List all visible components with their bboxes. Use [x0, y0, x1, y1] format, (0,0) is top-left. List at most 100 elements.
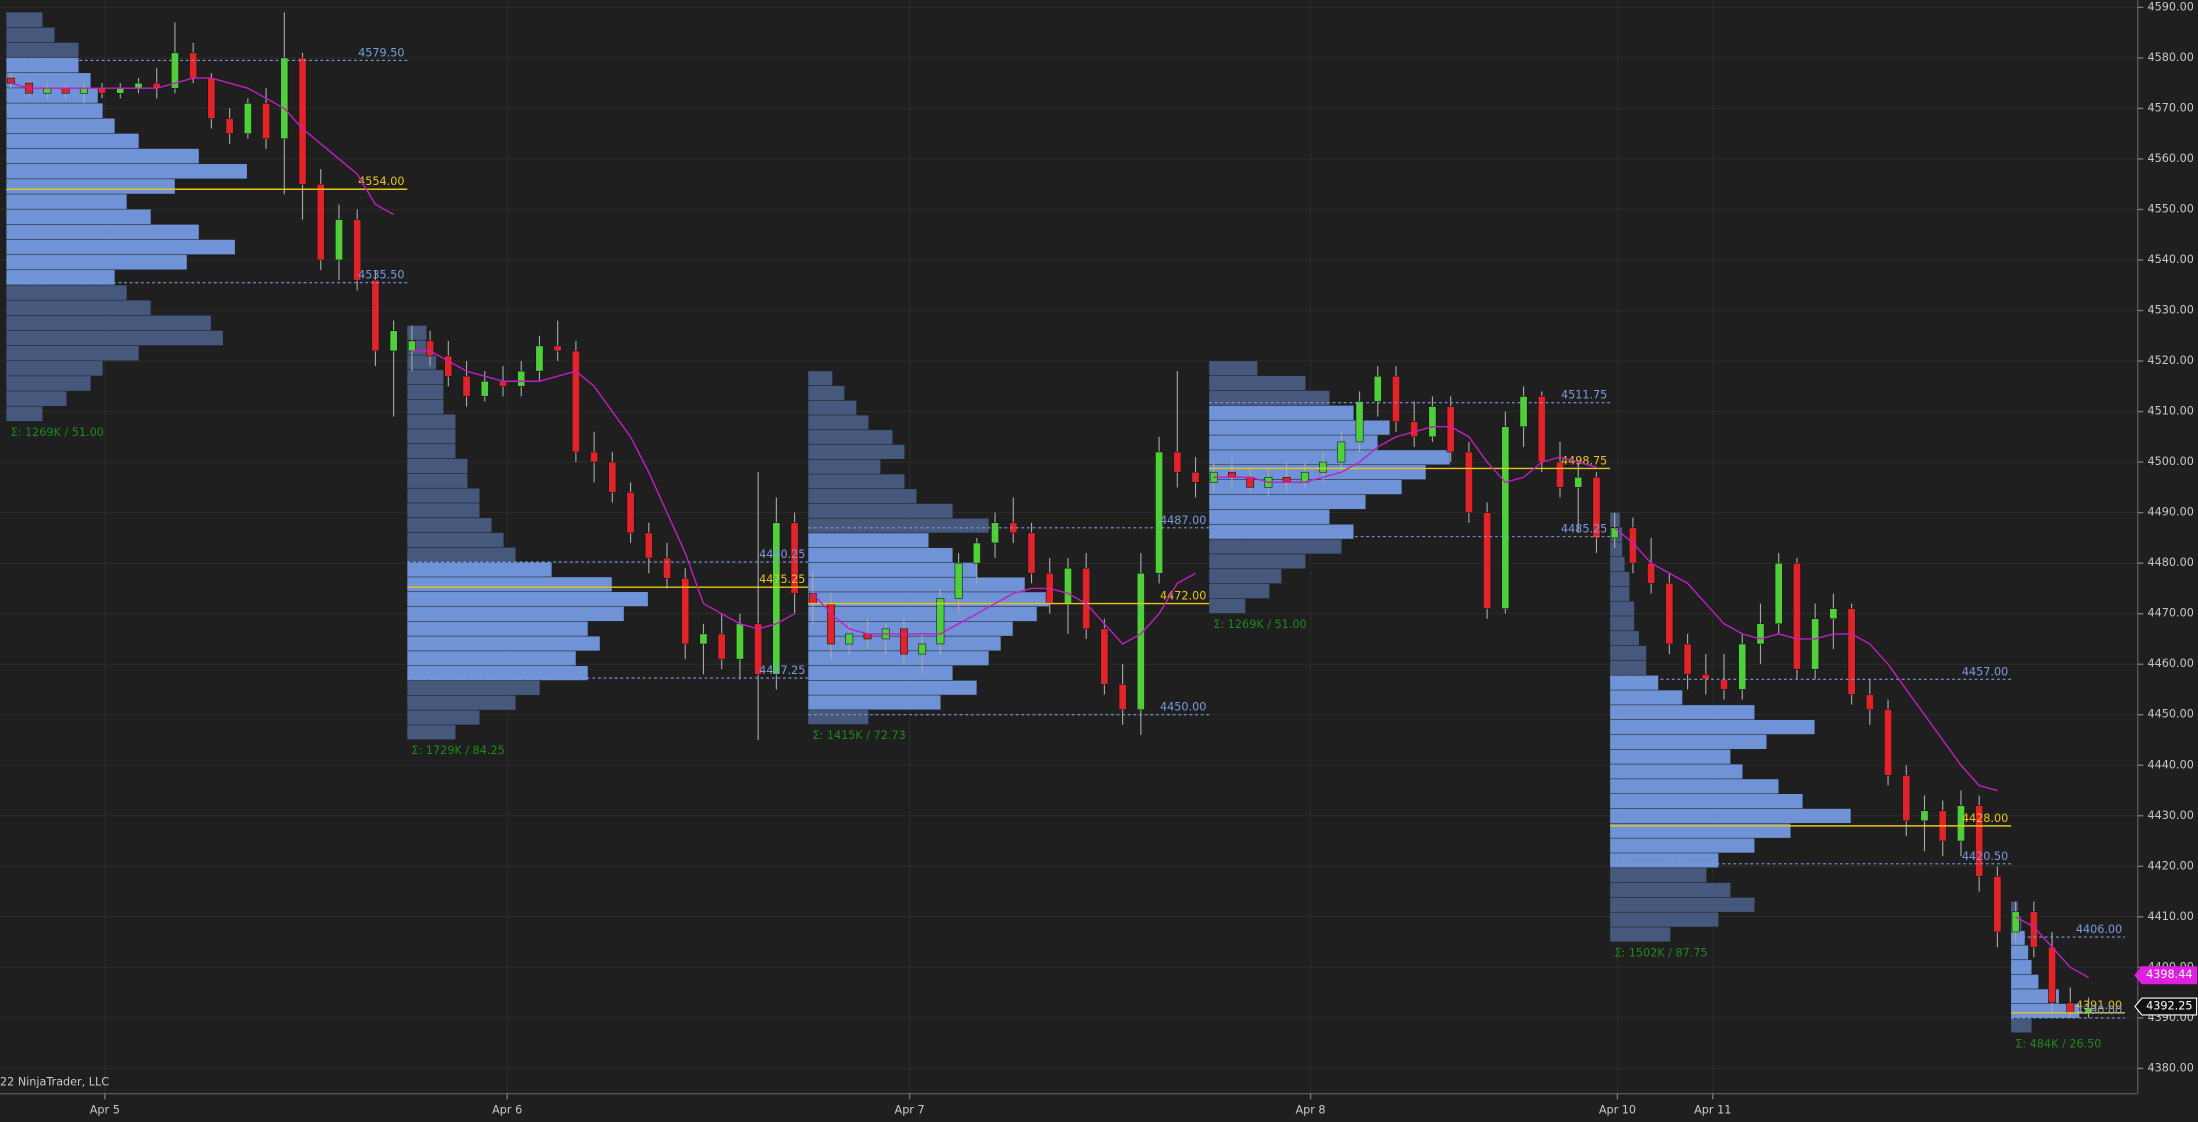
candle-body — [207, 77, 216, 119]
candle-body — [1136, 572, 1145, 710]
candle-body — [626, 492, 635, 534]
candle-body — [2048, 946, 2056, 1004]
candle-body — [1665, 583, 1674, 645]
profile-bar — [808, 503, 953, 518]
profile-bar — [6, 209, 151, 225]
candle-body — [1446, 406, 1455, 453]
profile-summary: Σ: 1729K / 84.25 — [412, 744, 505, 757]
candle-body — [717, 633, 726, 660]
candle-body — [1993, 876, 2002, 933]
y-tick-label: 4540.00 — [2148, 253, 2194, 266]
profile-bar — [1209, 361, 1258, 376]
y-tick-label: 4570.00 — [2148, 101, 2194, 114]
y-tick-label: 4440.00 — [2148, 758, 2194, 771]
profile-bar — [6, 12, 43, 28]
candle-body — [134, 82, 143, 89]
candle-body — [7, 77, 15, 84]
candle-body — [1355, 401, 1364, 443]
profile-bar — [407, 695, 516, 710]
profile-bar — [6, 391, 67, 406]
y-tick-label: 4410.00 — [2148, 910, 2194, 923]
profile-bar — [1209, 420, 1390, 435]
y-tick-label: 4420.00 — [2148, 859, 2194, 872]
candle-body — [1027, 532, 1036, 574]
y-tick-label: 4500.00 — [2148, 455, 2194, 468]
profile-bar — [407, 503, 480, 518]
overlay: 4579.50 4554.00 4535.50 Σ: 1269K / 51.00 448… — [6, 46, 2125, 1050]
candle-body — [1118, 684, 1127, 710]
profile-bar — [1610, 882, 1731, 898]
price-tag-label: 4398.44 — [2146, 968, 2192, 981]
profile-bar — [407, 325, 427, 340]
profile-bar — [1610, 853, 1719, 868]
x-tick-label: Apr 5 — [90, 1104, 120, 1117]
profile-summary: Σ: 1415K / 72.73 — [812, 729, 905, 742]
profile-bar — [6, 57, 79, 73]
candle-body — [1574, 476, 1583, 488]
y-tick-label: 4470.00 — [2148, 607, 2194, 620]
candle-body — [1428, 406, 1437, 438]
candle-body — [954, 562, 963, 599]
candle-body — [1282, 476, 1291, 483]
candle-body — [426, 340, 435, 357]
profile-bar — [1209, 390, 1330, 406]
candle-body — [790, 522, 799, 594]
profile-bar — [1209, 509, 1330, 524]
candle-body — [1865, 694, 1874, 710]
candle-body — [389, 330, 398, 352]
candle-body — [972, 542, 981, 564]
profile-bar — [1209, 435, 1378, 450]
candle-body — [499, 380, 507, 387]
profile-bar — [1610, 719, 1815, 735]
profile-bar — [1209, 524, 1354, 539]
candle-body — [1337, 441, 1346, 463]
poc-label: 4428.00 — [1962, 812, 2008, 825]
y-tick-label: 4560.00 — [2148, 152, 2194, 165]
profile-bar — [6, 148, 199, 164]
candle-body — [571, 350, 580, 453]
vah-label: 4487.00 — [1160, 514, 1206, 527]
profile-summary: Σ: 484K / 26.50 — [2015, 1037, 2101, 1050]
profile-bar — [407, 562, 552, 577]
candle-body — [1847, 608, 1856, 695]
y-tick-label: 4480.00 — [2148, 556, 2194, 569]
candle-body — [845, 633, 854, 645]
candle-body — [480, 380, 489, 397]
candle-body — [1410, 421, 1419, 438]
profile-bar — [1610, 823, 1791, 838]
profile-bar — [407, 621, 588, 636]
candle-body — [1811, 618, 1820, 670]
candle-body — [371, 279, 380, 352]
profile-bar — [1209, 494, 1366, 510]
profile-bar — [407, 399, 444, 414]
profile-summary: Σ: 1269K / 51.00 — [11, 426, 104, 439]
profile-bar — [1610, 912, 1719, 927]
profile-bar — [1610, 660, 1647, 675]
candle-body — [681, 578, 690, 645]
profile-bar — [407, 488, 480, 503]
profile-bar — [407, 710, 480, 725]
axes: 4380.004390.004400.004410.004420.004430.… — [90, 0, 2198, 1117]
candle-body — [1556, 461, 1564, 488]
y-tick-label: 4510.00 — [2148, 405, 2194, 418]
candle-body — [936, 598, 945, 645]
profile-bar — [6, 315, 211, 331]
profile-bar — [6, 27, 55, 43]
profile-bar — [6, 103, 103, 118]
candle-body — [298, 57, 307, 185]
candle-body — [754, 623, 763, 675]
candle-body — [1610, 527, 1619, 539]
profile-bar — [808, 680, 977, 695]
profile-bar — [1610, 557, 1625, 572]
price-tag — [2134, 966, 2198, 985]
profile-bar — [1610, 749, 1731, 764]
profile-bar — [407, 444, 456, 459]
profile-bar — [808, 695, 941, 710]
candle-body — [918, 643, 927, 655]
candle-body — [553, 345, 562, 352]
poc-label: 4554.00 — [358, 175, 404, 188]
moving-average — [1213, 426, 1597, 484]
profile-bar — [407, 384, 444, 400]
profile-bar — [1209, 554, 1306, 569]
candle-body — [1173, 451, 1182, 473]
